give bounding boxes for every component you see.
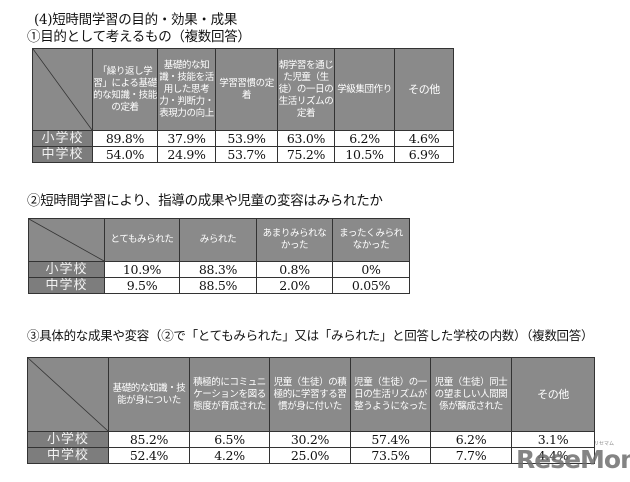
table-cell: 4.4% [511, 447, 595, 464]
table-cell: 0.05% [332, 277, 410, 294]
table-cell: 37.9% [157, 130, 216, 147]
watermark-text: ReseMom [516, 445, 630, 474]
table-cell: 88.3% [179, 261, 257, 278]
table-cell: 25.0% [269, 447, 351, 464]
row-label: 小学校 [32, 130, 93, 147]
column-header: その他 [394, 48, 454, 131]
column-header: その他 [511, 357, 595, 432]
column-header: 朝学習を通じた児童（生徒）の一日の生活リズムの定着 [277, 48, 335, 131]
table2-title: ②短時間学習により、指導の成果や児童の変容はみられたか [27, 193, 383, 209]
table-cell: 57.4% [350, 431, 431, 448]
table-row: 中学校 9.5% 88.5% 2.0% 0.05% [28, 277, 410, 294]
table-cell: 7.7% [430, 447, 512, 464]
column-header: 基礎的な知識・技能が身についた [108, 357, 190, 432]
specific-outcomes-table: 基礎的な知識・技能が身についた 積極的にコミュニケーションを図る態度が育成された… [27, 357, 595, 464]
column-header: 学級集団作り [334, 48, 395, 131]
row-label: 中学校 [28, 277, 105, 294]
row-label: 小学校 [27, 431, 109, 448]
corner-cell [27, 357, 109, 432]
table-cell: 89.8% [92, 130, 158, 147]
table-cell: 10.5% [334, 146, 395, 163]
table-cell: 6.2% [334, 130, 395, 147]
row-label: 小学校 [28, 261, 105, 278]
column-header: まったくみられなかった [332, 218, 410, 262]
table-cell: 4.6% [394, 130, 454, 147]
corner-cell [32, 48, 93, 131]
table-cell: 3.1% [511, 431, 595, 448]
column-header: 積極的にコミュニケーションを図る態度が育成された [189, 357, 270, 432]
table-row: 小学校 10.9% 88.3% 0.8% 0% [28, 261, 410, 278]
column-header: あまりみられなかった [256, 218, 333, 262]
table-cell: 88.5% [179, 277, 257, 294]
table-row: 中学校 54.0% 24.9% 53.7% 75.2% 10.5% 6.9% [32, 146, 454, 163]
table-cell: 10.9% [104, 261, 180, 278]
column-header: 児童（生徒）同士の望ましい人間関係が醸成された [430, 357, 512, 432]
column-header: みられた [179, 218, 257, 262]
table-cell: 6.5% [189, 431, 270, 448]
row-label: 中学校 [32, 146, 93, 163]
outcome-observed-table: とてもみられた みられた あまりみられなかった まったくみられなかった 小学校 … [28, 218, 410, 294]
watermark-kana: リセマム [594, 441, 615, 447]
table-row: 小学校 89.8% 37.9% 53.9% 63.0% 6.2% 4.6% [32, 130, 454, 147]
column-header: とてもみられた [104, 218, 180, 262]
purpose-table: 「繰り返し学習」による基礎的な知識・技能の定着 基礎的な知識・技能を活用した思考… [32, 48, 454, 163]
column-header: 学習習慣の定着 [215, 48, 278, 131]
column-header: 基礎的な知識・技能を活用した思考力・判断力・表現力の向上 [157, 48, 216, 131]
table-cell: 54.0% [92, 146, 158, 163]
table-cell: 73.5% [350, 447, 431, 464]
table-cell: 6.9% [394, 146, 454, 163]
table-cell: 75.2% [277, 146, 335, 163]
table-cell: 4.2% [189, 447, 270, 464]
table-cell: 6.2% [430, 431, 512, 448]
row-label: 中学校 [27, 447, 109, 464]
table3-title: ③具体的な成果や変容（②で「とてもみられた」又は「みられた」と回答した学校の内数… [27, 328, 594, 343]
corner-cell [28, 218, 105, 262]
table-cell: 85.2% [108, 431, 190, 448]
resemom-watermark-logo: リセマム ReseMom [516, 441, 630, 474]
table-cell: 53.7% [215, 146, 278, 163]
table-cell: 9.5% [104, 277, 180, 294]
table-cell: 52.4% [108, 447, 190, 464]
column-header: 児童（生徒）の一日の生活リズムが整うようになった [350, 357, 431, 432]
table-cell: 53.9% [215, 130, 278, 147]
table-row: 中学校 52.4% 4.2% 25.0% 73.5% 7.7% 4.4% [27, 447, 595, 464]
column-header: 児童（生徒）の積極的に学習する習慣が身に付いた [269, 357, 351, 432]
table-cell: 0% [332, 261, 410, 278]
table-cell: 63.0% [277, 130, 335, 147]
column-header: 「繰り返し学習」による基礎的な知識・技能の定着 [92, 48, 158, 131]
table-cell: 2.0% [256, 277, 333, 294]
table-cell: 24.9% [157, 146, 216, 163]
table-cell: 30.2% [269, 431, 351, 448]
table-cell: 0.8% [256, 261, 333, 278]
table1-title: ①目的として考えるもの（複数回答） [27, 29, 251, 45]
table-row: 小学校 85.2% 6.5% 30.2% 57.4% 6.2% 3.1% [27, 431, 595, 448]
section-title: (4)短時間学習の目的・効果・成果 [34, 12, 238, 28]
